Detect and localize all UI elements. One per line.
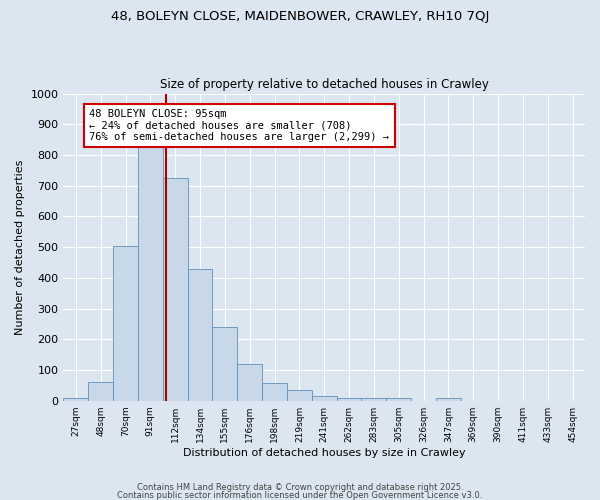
Text: Contains public sector information licensed under the Open Government Licence v3: Contains public sector information licen…: [118, 490, 482, 500]
Bar: [113, 246, 138, 400]
Bar: [188, 269, 212, 400]
Bar: [64, 398, 88, 400]
Bar: [361, 398, 386, 400]
Bar: [88, 382, 113, 400]
Bar: [212, 327, 237, 400]
Bar: [337, 398, 361, 400]
Text: Contains HM Land Registry data © Crown copyright and database right 2025.: Contains HM Land Registry data © Crown c…: [137, 484, 463, 492]
Bar: [436, 398, 461, 400]
Bar: [138, 146, 163, 401]
Text: 48 BOLEYN CLOSE: 95sqm
← 24% of detached houses are smaller (708)
76% of semi-de: 48 BOLEYN CLOSE: 95sqm ← 24% of detached…: [89, 109, 389, 142]
Bar: [386, 398, 411, 400]
Bar: [237, 364, 262, 401]
Bar: [262, 383, 287, 400]
Title: Size of property relative to detached houses in Crawley: Size of property relative to detached ho…: [160, 78, 488, 91]
Bar: [287, 390, 312, 400]
Y-axis label: Number of detached properties: Number of detached properties: [15, 160, 25, 335]
Text: 48, BOLEYN CLOSE, MAIDENBOWER, CRAWLEY, RH10 7QJ: 48, BOLEYN CLOSE, MAIDENBOWER, CRAWLEY, …: [111, 10, 489, 23]
Bar: [163, 178, 188, 400]
Bar: [312, 396, 337, 400]
X-axis label: Distribution of detached houses by size in Crawley: Distribution of detached houses by size …: [183, 448, 466, 458]
